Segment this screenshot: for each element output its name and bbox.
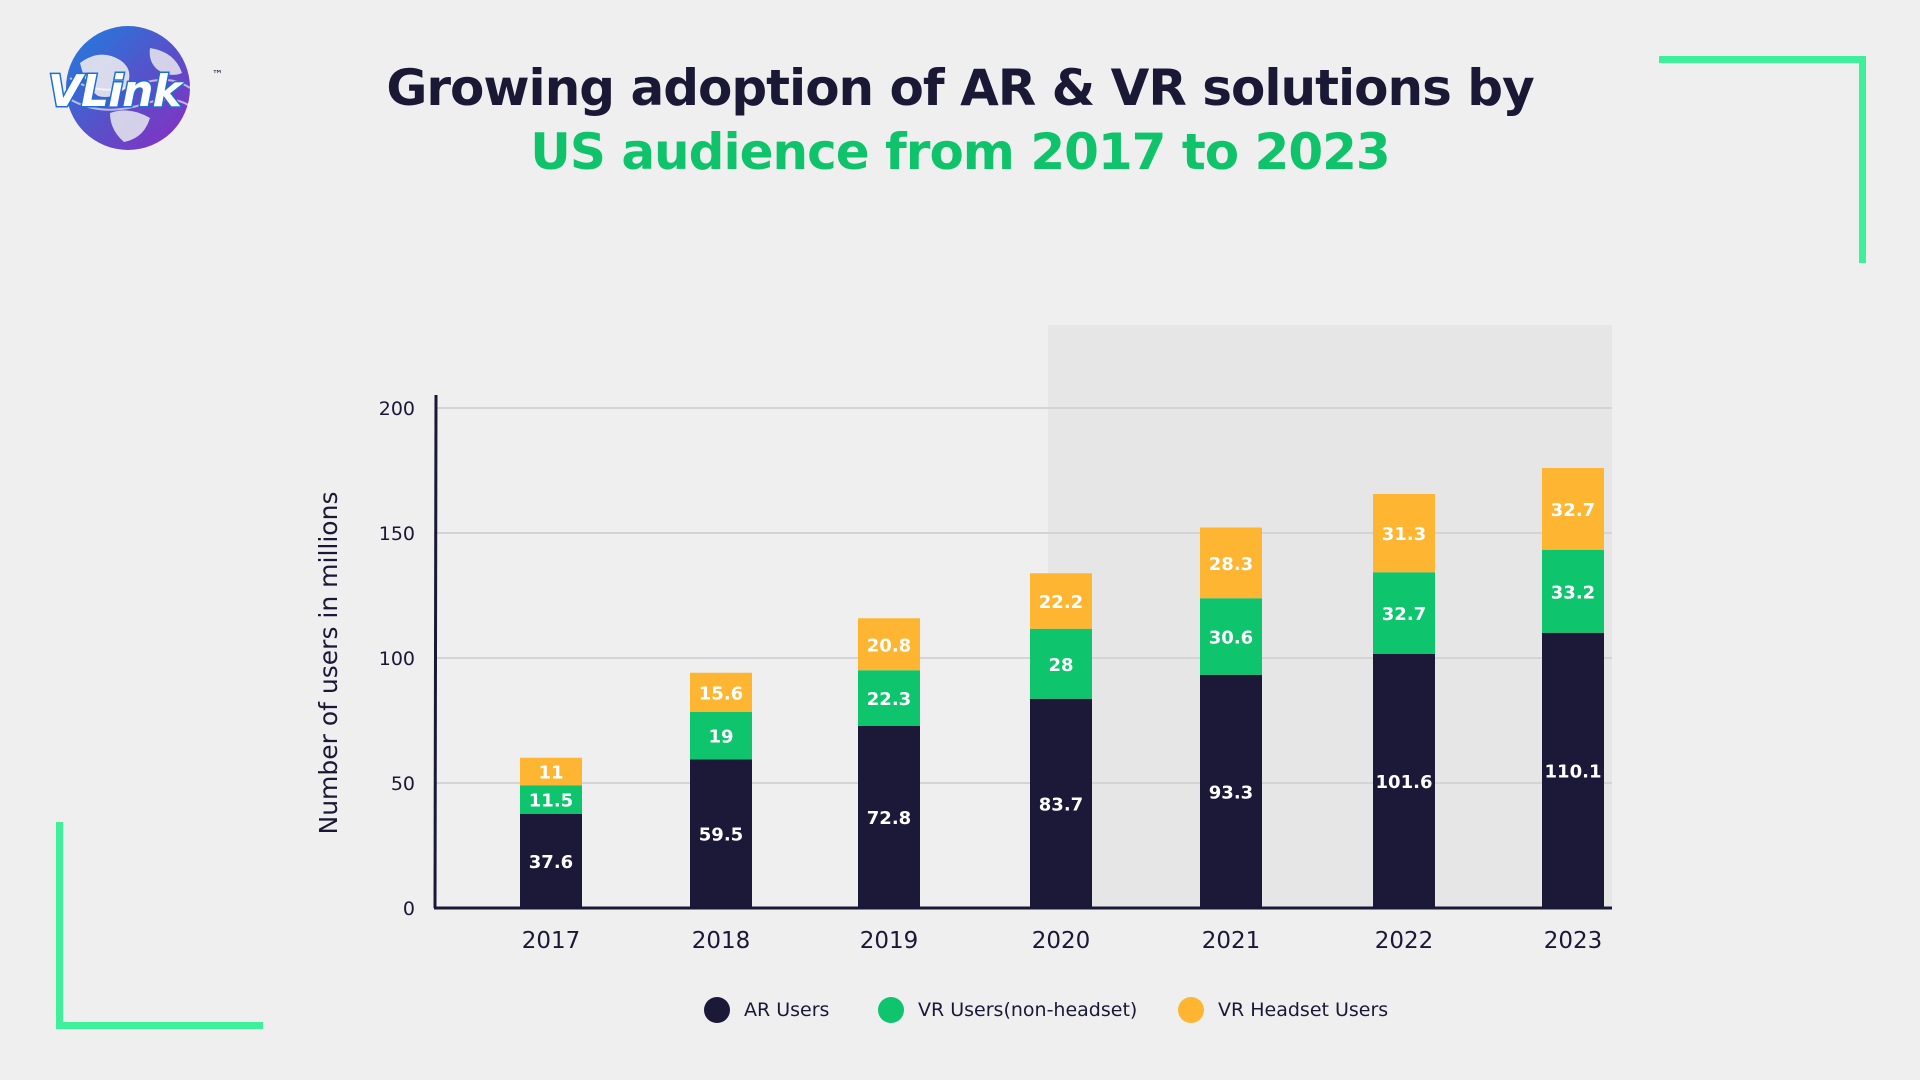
bar-value-label: 37.6 xyxy=(529,852,573,873)
bar-segment xyxy=(1373,572,1435,654)
bar-segment xyxy=(1542,468,1604,550)
legend-label-vr-headset: VR Headset Users xyxy=(1218,999,1389,1021)
x-tick-label: 2023 xyxy=(1544,928,1603,954)
bar-value-label: 30.6 xyxy=(1209,628,1253,649)
bar-value-label: 28.3 xyxy=(1209,554,1253,575)
bar-value-label: 33.2 xyxy=(1551,582,1595,603)
y-tick-label: 150 xyxy=(379,523,415,545)
chart-legend: AR Users VR Users(non-headset) VR Headse… xyxy=(0,993,1920,1027)
title-line-2: US audience from 2017 to 2023 xyxy=(530,123,1390,181)
page-title: Growing adoption of AR & VR solutions by… xyxy=(0,56,1920,184)
bar-segment xyxy=(1030,573,1092,629)
bar-segment xyxy=(1030,628,1092,699)
y-tick-label: 50 xyxy=(391,773,415,795)
plot-shade-panel xyxy=(1048,325,1612,908)
bar-value-label: 11 xyxy=(538,763,563,784)
bar-value-label: 22.2 xyxy=(1039,592,1083,613)
legend-swatch-ar-users xyxy=(704,997,730,1023)
bar-segment xyxy=(858,618,920,671)
bar-value-label: 93.3 xyxy=(1209,782,1253,803)
bar-segment xyxy=(1030,698,1092,908)
bar-segment xyxy=(1200,674,1262,908)
bar-segment xyxy=(690,759,752,908)
bar-value-label: 101.6 xyxy=(1376,772,1433,793)
corner-accent-bottom-left xyxy=(56,822,263,1029)
legend-label-vr-non-headset: VR Users(non-headset) xyxy=(918,999,1138,1021)
bar-segment xyxy=(520,757,582,786)
bar-segment xyxy=(1373,494,1435,573)
bar-value-label: 83.7 xyxy=(1039,794,1083,815)
x-tick-label: 2020 xyxy=(1032,928,1091,954)
bar-value-label: 28 xyxy=(1048,655,1073,676)
x-tick-label: 2022 xyxy=(1375,928,1434,954)
legend-swatch-vr-non-headset xyxy=(878,997,904,1023)
bar-value-label: 31.3 xyxy=(1382,524,1426,545)
bar-segment xyxy=(1542,632,1604,908)
bar-value-label: 32.7 xyxy=(1382,604,1426,625)
vlink-logo: VLink ™ xyxy=(47,26,223,150)
bar-segment xyxy=(1200,598,1262,675)
y-tick-label: 0 xyxy=(403,898,415,920)
bar-segment xyxy=(858,670,920,726)
bar-segment xyxy=(1200,527,1262,599)
legend-item-vr-headset: VR Headset Users xyxy=(1178,993,1388,1027)
logo-wordmark: VLink xyxy=(48,66,184,117)
bar-value-label: 19 xyxy=(708,727,733,748)
legend-swatch-vr-headset xyxy=(1178,997,1204,1023)
corner-accent-top-right xyxy=(1659,56,1866,263)
x-tick-label: 2021 xyxy=(1202,928,1261,954)
bar-segment xyxy=(690,711,752,760)
title-line-1: Growing adoption of AR & VR solutions by xyxy=(386,59,1534,117)
bar-value-label: 72.8 xyxy=(867,808,911,829)
bar-segment xyxy=(1373,654,1435,908)
bar-value-label: 59.5 xyxy=(699,825,743,846)
x-tick-label: 2017 xyxy=(522,928,581,954)
legend-item-ar-users: AR Users xyxy=(704,993,829,1027)
legend-label-ar-users: AR Users xyxy=(744,999,830,1021)
bar-segment xyxy=(690,672,752,712)
bar-segment xyxy=(520,785,582,814)
bar-segment xyxy=(858,726,920,908)
x-tick-label: 2019 xyxy=(860,928,919,954)
legend-item-vr-non-headset: VR Users(non-headset) xyxy=(878,993,1137,1027)
y-axis-title: Number of users in millions xyxy=(314,492,343,835)
y-axis-line xyxy=(433,394,438,909)
bar-value-label: 32.7 xyxy=(1551,500,1595,521)
bar-value-label: 15.6 xyxy=(699,683,743,704)
y-tick-label: 200 xyxy=(379,398,415,420)
bar-segment xyxy=(520,814,582,908)
x-tick-label: 2018 xyxy=(692,928,751,954)
globe-icon xyxy=(66,26,191,150)
bar-value-label: 11.5 xyxy=(529,791,573,812)
bar-value-label: 110.1 xyxy=(1545,761,1602,782)
logo-trademark: ™ xyxy=(212,68,223,81)
bar-value-label: 20.8 xyxy=(867,635,911,656)
bar-value-label: 22.3 xyxy=(867,689,911,710)
y-tick-label: 100 xyxy=(379,648,415,670)
bar-segment xyxy=(1542,549,1604,633)
